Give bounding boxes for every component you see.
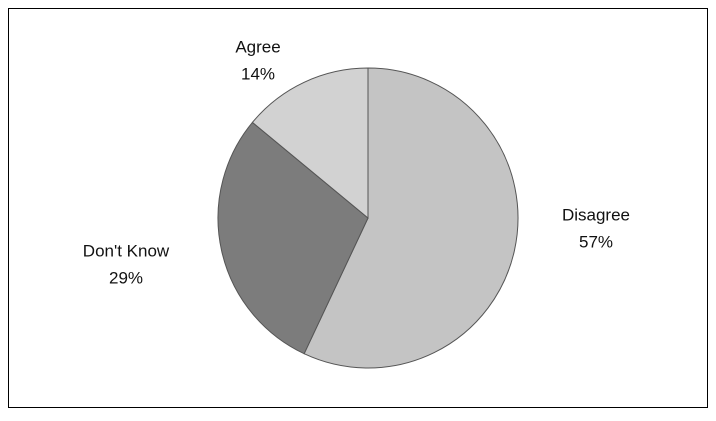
slice-label: Don't Know — [83, 241, 170, 260]
slice-value-label: 29% — [109, 268, 143, 287]
pie-slice — [251, 67, 369, 220]
slice-label: Disagree — [562, 205, 630, 224]
slice-value-label: 14% — [241, 64, 275, 83]
pie-slice — [303, 67, 519, 369]
slice-label: Agree — [235, 37, 280, 56]
slice-value-label: 57% — [579, 232, 613, 251]
pie-slice — [217, 121, 369, 355]
